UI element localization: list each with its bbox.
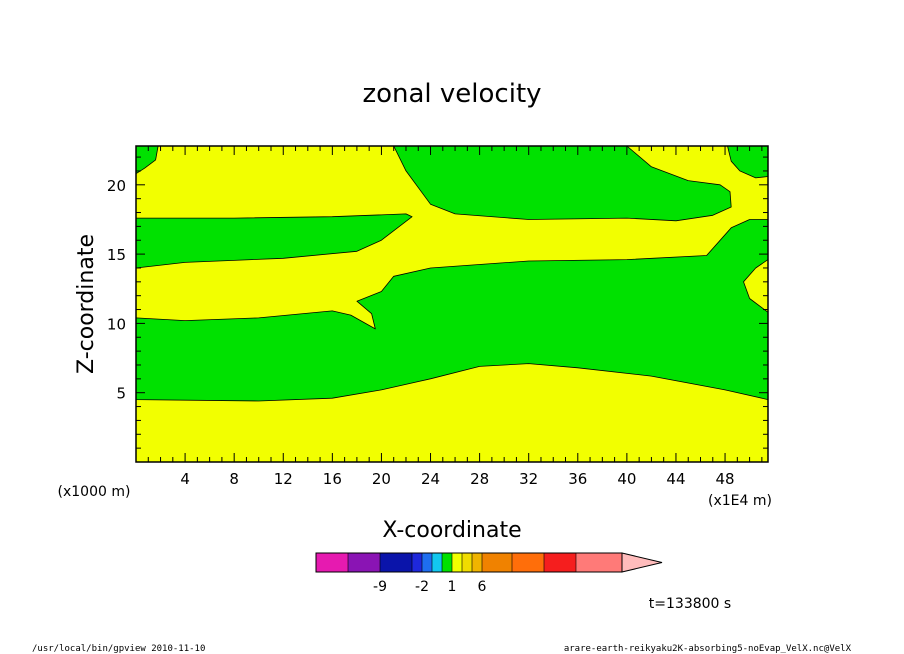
y-tick-label: 15 [107,246,126,264]
y-axis-label: Z-coordinate [74,234,99,374]
y-tick-label: 20 [107,177,126,195]
x-tick-label: 4 [180,470,190,488]
colorbar-label: -9 [373,579,387,595]
colorbar-label: 6 [478,579,487,595]
x-tick-label: 32 [519,470,538,488]
colorbar-label: -2 [415,579,429,595]
colorbar-segment [472,553,482,572]
x-unit-right: (x1E4 m) [708,493,772,509]
axis-ticks [136,146,768,462]
colorbar-arrow [621,552,663,573]
colorbar-segment [512,553,544,572]
colorbar-segment [380,553,412,572]
y-tick-label: 5 [116,385,126,403]
x-axis-label: X-coordinate [382,518,521,543]
x-tick-label: 28 [470,470,489,488]
x-tick-label: 12 [274,470,293,488]
colorbar-segment [576,553,622,572]
x-tick-label: 44 [666,470,685,488]
x-tick-label: 24 [421,470,440,488]
colorbar-labels: -9 -2 1 6 [373,579,487,595]
x-tick-label: 36 [568,470,587,488]
plot-area [135,145,769,463]
x-tick-label: 8 [229,470,239,488]
colorbar-label: 1 [448,579,457,595]
contour-region-upper-right [393,145,732,222]
x-tick-label: 40 [617,470,636,488]
colorbar-segment [422,553,432,572]
plot-frame [135,145,769,463]
colorbar-segment [452,553,462,572]
colorbar-segment [442,553,452,572]
x-tick-label: 48 [716,470,735,488]
colorbar [315,552,663,573]
colorbar-segment [412,553,422,572]
chart-title: zonal velocity [362,79,541,109]
x-unit-left: (x1000 m) [58,484,131,500]
x-tick-labels: 4 8 12 16 20 24 28 32 36 40 44 48 [180,470,734,488]
footer-left: /usr/local/bin/gpview 2010-11-10 [32,644,205,654]
colorbar-segment [482,553,512,572]
colorbar-frame [315,552,623,573]
time-label: t=133800 s [649,596,731,612]
y-tick-label: 10 [107,315,126,333]
x-tick-label: 20 [372,470,391,488]
colorbar-segment [316,553,348,572]
y-tick-labels: 5 10 15 20 [107,177,126,403]
contour-region-middle-band [135,213,413,269]
colorbar-segment [462,553,472,572]
colorbar-segment [432,553,442,572]
colorbar-segment [544,553,576,572]
x-tick-label: 16 [323,470,342,488]
colorbar-segment [348,553,380,572]
contour-regions [135,145,769,402]
footer-right: arare-earth-reikyaku2K-absorbing5-noEvap… [564,644,852,654]
